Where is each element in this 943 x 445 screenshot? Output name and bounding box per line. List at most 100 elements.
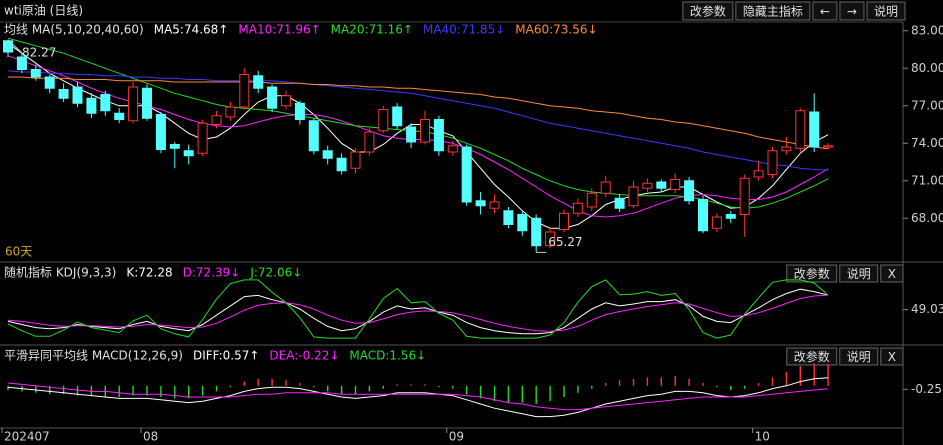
indicator-line bbox=[8, 76, 829, 150]
legend-item: K:72.28 bbox=[126, 266, 172, 280]
candle-body bbox=[100, 94, 111, 112]
button-label[interactable]: X bbox=[888, 350, 896, 364]
candle-body bbox=[670, 179, 681, 190]
candle-body bbox=[739, 177, 750, 215]
button[interactable] bbox=[735, 1, 811, 21]
legend-item: MA20:71.16↑ bbox=[331, 23, 413, 37]
candle-body bbox=[545, 231, 556, 247]
button-label[interactable]: ← bbox=[820, 5, 830, 19]
candle-body bbox=[406, 126, 417, 143]
button-label[interactable]: X bbox=[888, 267, 896, 281]
candle-body bbox=[253, 75, 264, 89]
candle-body bbox=[433, 119, 444, 152]
button-label[interactable]: → bbox=[847, 5, 857, 19]
annotation: 82.27 bbox=[22, 45, 56, 59]
indicator-line bbox=[7, 279, 829, 339]
candle-body bbox=[350, 151, 361, 169]
candle-body bbox=[211, 115, 222, 125]
candle-body bbox=[600, 181, 611, 194]
candle-body bbox=[16, 56, 27, 70]
candle-body bbox=[336, 157, 347, 172]
button[interactable] bbox=[839, 347, 879, 366]
x-tick-label: 10 bbox=[755, 430, 770, 444]
x-tick-label: 202407 bbox=[4, 430, 50, 444]
button[interactable] bbox=[682, 1, 734, 21]
button[interactable] bbox=[839, 1, 865, 21]
candle-body bbox=[503, 210, 514, 225]
y-tick-label: -0.25 bbox=[911, 382, 942, 396]
legend-item: 平滑异同平均线 MACD(12,26,9) bbox=[4, 349, 183, 363]
legend-item: 均线 MA(5,10,20,40,60) bbox=[4, 23, 144, 37]
button[interactable] bbox=[866, 1, 906, 21]
x-tick-label: 08 bbox=[143, 430, 158, 444]
candle-body bbox=[281, 95, 291, 107]
candle-body bbox=[642, 182, 653, 189]
candle-body bbox=[294, 102, 305, 120]
candle-body bbox=[489, 201, 500, 209]
candle-body bbox=[86, 97, 97, 114]
legend-item: DIFF:0.57↑ bbox=[193, 349, 259, 363]
legend-item: 随机指标 KDJ(9,3,3) bbox=[4, 265, 116, 280]
candle-body bbox=[614, 197, 625, 209]
y-tick-label: 71.00 bbox=[911, 173, 943, 187]
candle-body bbox=[322, 150, 333, 159]
x-tick-label: 09 bbox=[449, 430, 464, 444]
candle-body bbox=[114, 112, 125, 120]
candle-body bbox=[267, 86, 278, 109]
indicator-line bbox=[7, 294, 829, 332]
candle-body bbox=[711, 216, 722, 229]
candle-body bbox=[142, 87, 152, 119]
legend-item: MA5:74.68↑ bbox=[154, 23, 229, 37]
y-tick-label: 49.03 bbox=[911, 302, 943, 316]
candle-body bbox=[461, 146, 472, 203]
button-label[interactable]: 说明 bbox=[874, 4, 898, 19]
candle-body bbox=[809, 111, 820, 148]
candle-body bbox=[475, 200, 486, 207]
button-label[interactable]: 改参数 bbox=[690, 4, 726, 19]
legend-item: MA40:71.85↓ bbox=[423, 23, 505, 37]
indicator-line bbox=[7, 382, 829, 411]
candle-body bbox=[308, 120, 319, 152]
candle-body bbox=[517, 214, 528, 232]
button-label[interactable]: 说明 bbox=[847, 349, 871, 364]
candle-body bbox=[753, 170, 764, 178]
y-tick-label: 74.00 bbox=[911, 136, 943, 150]
button-label[interactable]: 隐藏主指标 bbox=[743, 4, 803, 19]
button[interactable] bbox=[812, 1, 838, 21]
candle-body bbox=[656, 181, 667, 189]
candle-body bbox=[183, 150, 194, 157]
candle-body bbox=[225, 106, 236, 118]
candle-body bbox=[823, 145, 834, 148]
candle-body bbox=[420, 119, 430, 143]
candle-body bbox=[44, 76, 55, 89]
candle-body bbox=[239, 74, 250, 108]
candle-body bbox=[781, 146, 792, 152]
candle-body bbox=[572, 202, 583, 214]
y-tick-label: 80.00 bbox=[911, 61, 943, 75]
period-label: 60天 bbox=[5, 245, 32, 259]
chart-title: wti原油 (日线) bbox=[4, 4, 83, 18]
button-label[interactable]: 改参数 bbox=[794, 349, 830, 364]
legend-item: DEA:-0.22↓ bbox=[269, 349, 339, 363]
candle-body bbox=[698, 199, 708, 232]
candle-body bbox=[684, 180, 695, 202]
candle-body bbox=[364, 131, 375, 153]
annotation-leader bbox=[7, 39, 23, 54]
indicator-line bbox=[7, 70, 829, 171]
button-label[interactable]: 改参数 bbox=[794, 266, 830, 281]
candle-body bbox=[795, 110, 806, 149]
button-label[interactable]: 说明 bbox=[847, 266, 871, 281]
candle-body bbox=[628, 186, 639, 207]
candle-body bbox=[586, 192, 597, 208]
button[interactable] bbox=[839, 264, 879, 283]
indicator-line bbox=[7, 377, 829, 418]
button[interactable] bbox=[880, 264, 904, 283]
button[interactable] bbox=[880, 347, 904, 366]
y-tick-label: 68.00 bbox=[911, 211, 943, 225]
candle-body bbox=[58, 89, 69, 99]
button[interactable] bbox=[786, 347, 838, 366]
y-tick-label: 77.00 bbox=[911, 98, 943, 112]
candle-body bbox=[72, 86, 83, 104]
